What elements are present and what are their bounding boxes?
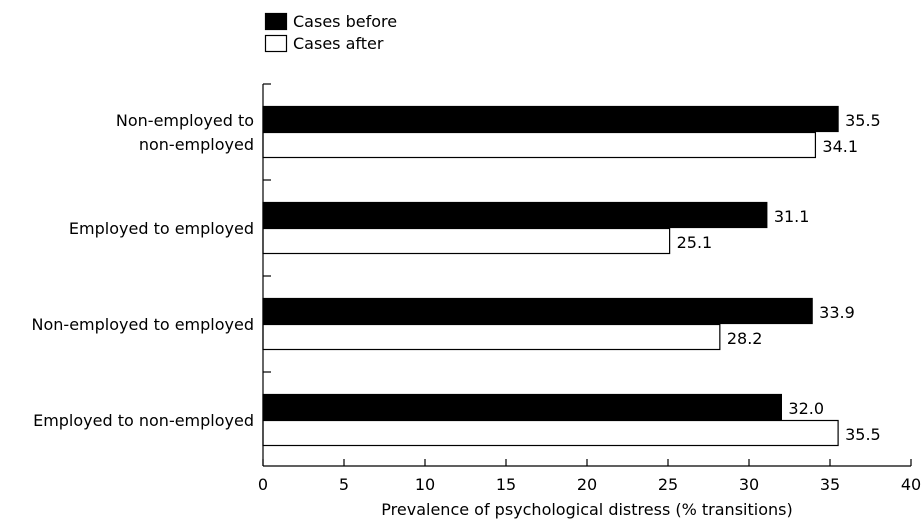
bar-after-0 [262, 131, 817, 159]
data-label-before-3: 32.0 [788, 399, 824, 418]
x-tick-label-6: 30 [739, 475, 759, 494]
bar-before-0 [262, 105, 839, 133]
category-label-0-line1: non-employed [139, 135, 254, 154]
x-tick-label-3: 15 [496, 475, 516, 494]
x-tick-label-1: 5 [339, 475, 349, 494]
bar-before-1 [262, 201, 768, 229]
bar-after-3 [262, 419, 839, 447]
data-label-before-0: 35.5 [845, 111, 881, 130]
bar-before-3 [262, 393, 783, 421]
data-label-after-1: 25.1 [677, 233, 713, 252]
data-label-before-1: 31.1 [774, 207, 810, 226]
x-tick-label-7: 35 [820, 475, 840, 494]
x-tick-label-5: 25 [658, 475, 678, 494]
x-tick-label-4: 20 [577, 475, 597, 494]
legend-swatch-before [264, 12, 288, 31]
category-label-1: Employed to employed [69, 219, 254, 238]
data-label-after-0: 34.1 [822, 137, 858, 156]
category-label-3: Employed to non-employed [33, 411, 254, 430]
bars-layer: 35.5 34.1 Non-employed to non-employed 31.1 2… [32, 105, 881, 447]
x-axis-title: Prevalence of psychological distress (% … [381, 500, 792, 519]
legend-label-after: Cases after [293, 34, 384, 53]
category-label-0-line0: Non-employed to [116, 111, 254, 130]
legend-label-before: Cases before [293, 12, 397, 31]
legend-swatch-after [264, 34, 288, 53]
data-label-after-2: 28.2 [727, 329, 763, 348]
axes-layer: 0 5 10 15 20 25 30 35 40 [258, 83, 921, 494]
data-label-before-2: 33.9 [819, 303, 855, 322]
category-label-2: Non-employed to employed [32, 315, 254, 334]
bar-before-2 [262, 297, 813, 325]
bar-after-2 [262, 323, 721, 351]
data-label-after-3: 35.5 [845, 425, 881, 444]
x-tick-label-8: 40 [901, 475, 921, 494]
legend: Cases before Cases after [264, 12, 397, 53]
x-tick-label-0: 0 [258, 475, 268, 494]
x-tick-label-2: 10 [415, 475, 435, 494]
bar-after-1 [262, 227, 671, 255]
